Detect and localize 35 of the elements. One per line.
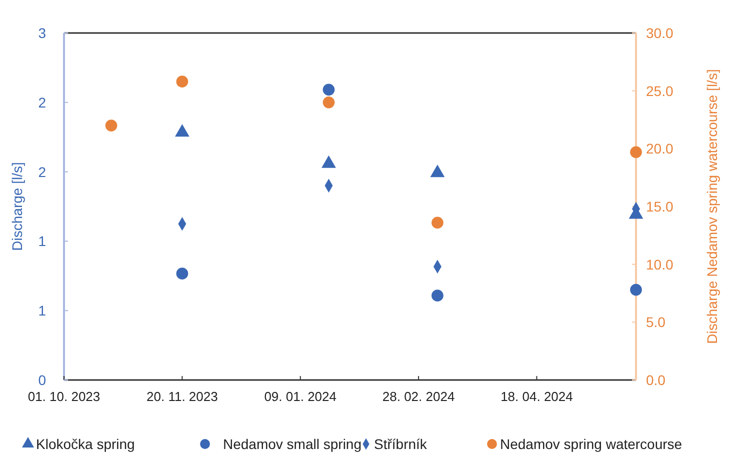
point [174,124,190,137]
point [432,290,444,302]
x-tick-label: 28. 02. 2024 [382,389,455,404]
legend-label: Nedamov small spring [223,436,362,452]
point [322,155,336,168]
x-tick-label: 09. 01. 2024 [264,389,337,404]
y-axis-title: Discharge [l/s] [9,162,25,251]
y2-tick-label: 5.0 [646,314,666,330]
point [176,268,188,280]
point [630,146,642,158]
y-tick-label: 0 [38,372,46,388]
x-tick-label: 20. 11. 2023 [146,389,218,404]
y2-tick-label: 15.0 [646,198,674,214]
y-tick-label: 1 [38,233,46,250]
y-tick-label: 1 [38,302,46,319]
y2-tick-label: 0.0 [646,372,666,388]
point [322,96,335,108]
y2-tick-label: 25.0 [646,82,674,99]
legend-label: Stříbrník [374,436,428,452]
y2-tick-label: 30.0 [646,25,674,41]
x-tick-label: 18. 04. 2024 [500,389,573,404]
legend-label: Klokočka spring [36,436,135,452]
y-tick-label: 3 [38,25,46,41]
point [430,164,445,178]
y-tick-label: 2 [38,164,46,180]
point [105,120,118,132]
x-tick-label: 01. 10. 2023 [28,389,100,404]
point [630,284,642,296]
y2-tick-label: 10.0 [646,256,674,272]
y2-axis-title: Discharge Nedamov spring watercourse [l/s] [704,69,720,344]
y-tick-label: 2 [38,94,46,110]
y2-tick-label: 20.0 [646,140,674,157]
point [432,216,444,229]
legend-label: Nedamov spring watercourse [500,436,682,452]
point [176,76,188,88]
